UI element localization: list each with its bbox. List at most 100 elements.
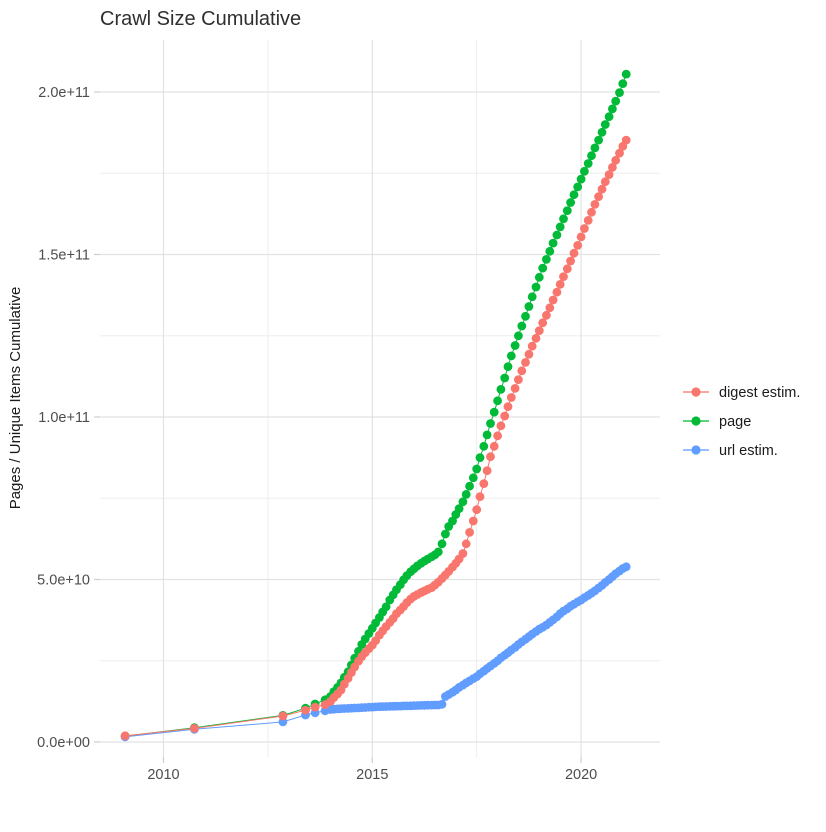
data-point [479, 441, 489, 451]
gridlines-major [100, 40, 660, 757]
y-axis-title: Pages / Unique Items Cumulative [7, 287, 24, 510]
data-point [514, 331, 523, 341]
data-point [521, 358, 530, 367]
x-tick-label: 2010 [147, 767, 179, 783]
data-point [542, 310, 551, 320]
x-axis-tick-labels: 2010 2015 2020 [147, 767, 597, 783]
data-point [493, 396, 502, 406]
y-tick-label: 1.0e+11 [38, 410, 90, 426]
legend: digest estim. page url estim. [683, 385, 800, 459]
data-point [576, 232, 586, 242]
data-point [538, 318, 548, 328]
data-point [608, 104, 617, 114]
data-point [566, 256, 575, 266]
data-point [538, 263, 548, 273]
data-point [594, 192, 603, 202]
series-url-estim [120, 562, 631, 742]
data-point [381, 602, 391, 612]
data-point [559, 272, 568, 281]
data-point [583, 216, 593, 225]
data-point [503, 362, 513, 371]
legend-item-label: page [719, 414, 751, 430]
data-point [548, 238, 558, 248]
data-point [555, 280, 565, 289]
y-tick-label: 5.0e+10 [37, 573, 90, 589]
data-point [500, 373, 510, 383]
data-point [437, 539, 447, 549]
data-point [489, 441, 499, 451]
data-point [496, 421, 506, 431]
plot-title: Crawl Size Cumulative [100, 8, 301, 30]
data-point [437, 699, 447, 709]
data-point [517, 321, 527, 331]
data-point [524, 349, 534, 359]
data-point [583, 159, 593, 168]
data-point [510, 341, 520, 350]
y-tick-label: 2.0e+11 [38, 85, 90, 101]
data-point [278, 711, 288, 721]
data-point [562, 206, 572, 216]
legend-item-digest-estim: digest estim. [683, 385, 800, 401]
data-point [468, 473, 478, 483]
data-point [621, 562, 631, 572]
axis-tick-marks [94, 91, 582, 763]
data-point [552, 287, 562, 297]
gridlines-minor [100, 40, 660, 757]
data-point [600, 120, 610, 129]
data-point [615, 88, 624, 97]
data-point [621, 135, 631, 145]
data-point [517, 366, 527, 376]
data-point [503, 402, 513, 411]
data-point [590, 200, 600, 209]
data-point [608, 163, 617, 172]
data-point [475, 453, 485, 462]
y-axis-tick-labels: 0.0e+00 5.0e+10 1.0e+11 1.5e+11 2.0e+11 [37, 85, 90, 751]
data-point [580, 166, 589, 176]
data-point [548, 295, 558, 305]
data-point [433, 547, 443, 557]
data-point [448, 516, 457, 526]
data-point [555, 222, 565, 232]
data-point [552, 230, 562, 240]
legend-key-dot-icon [691, 387, 701, 397]
data-point [527, 292, 537, 302]
data-point [458, 549, 468, 558]
data-point [454, 504, 464, 513]
data-point [465, 528, 474, 537]
data-point [493, 431, 502, 441]
data-point [468, 516, 478, 526]
data-point [441, 529, 450, 539]
data-point [531, 333, 541, 343]
data-point [472, 505, 482, 514]
data-point [569, 190, 579, 200]
data-point [604, 170, 614, 180]
data-point [566, 198, 575, 207]
data-point [597, 127, 607, 137]
data-point [573, 241, 583, 250]
data-point [482, 430, 492, 440]
data-point [559, 214, 568, 224]
data-point [545, 303, 555, 313]
data-point [506, 393, 516, 402]
data-point [479, 479, 489, 488]
data-point [531, 282, 541, 292]
data-point [514, 375, 523, 384]
data-point [524, 302, 534, 311]
data-point [611, 155, 621, 165]
data-point [120, 731, 130, 741]
data-point [310, 702, 320, 712]
data-point [569, 248, 579, 258]
legend-item-page: page [683, 414, 751, 430]
series-line [125, 566, 627, 738]
data-point [587, 151, 596, 161]
data-point [621, 69, 631, 79]
data-point [461, 539, 471, 549]
x-tick-label: 2015 [356, 767, 388, 783]
data-point [301, 705, 310, 715]
data-point [580, 224, 589, 233]
legend-item-url-estim: url estim. [683, 443, 778, 459]
data-point [542, 255, 551, 264]
data-series-layer [120, 69, 631, 742]
